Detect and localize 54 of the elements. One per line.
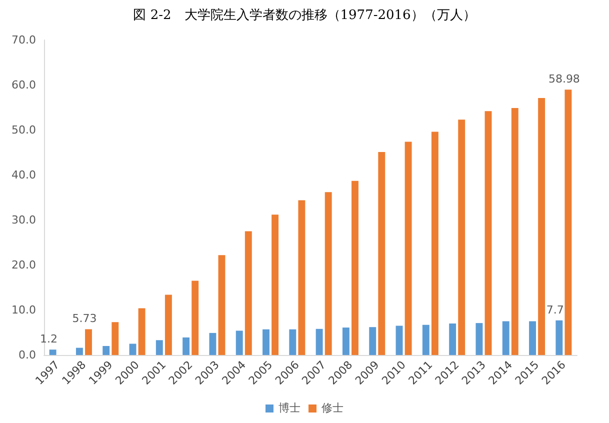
data-label: 5.73 [72, 312, 97, 326]
bar [556, 320, 563, 355]
bar [342, 328, 350, 355]
bar [138, 308, 146, 355]
bar [289, 329, 296, 355]
chart-title: 図 2-2 大学院生入学者数の推移（1977-2016）（万人） [133, 8, 476, 23]
bar [298, 200, 306, 355]
bar [129, 344, 136, 355]
bar [85, 329, 92, 355]
bar [378, 152, 386, 355]
bar [458, 120, 466, 355]
bar [352, 180, 358, 355]
bar [218, 255, 226, 355]
data-label: 58.98 [548, 72, 580, 86]
y-tick-label: 70.0 [12, 34, 36, 46]
bar [316, 328, 323, 355]
bar [102, 346, 110, 355]
bar [404, 142, 412, 355]
bar [431, 132, 438, 355]
bar [396, 326, 403, 355]
bar [369, 327, 376, 355]
y-tick-label: 60.0 [12, 78, 36, 92]
bar [236, 330, 243, 355]
bar [449, 324, 456, 355]
y-tick-label: 50.0 [12, 124, 36, 136]
y-tick-label: 40.0 [12, 168, 36, 182]
y-tick-label: 0.0 [18, 348, 36, 362]
bar [164, 294, 172, 355]
bar [192, 280, 199, 355]
bar [182, 337, 190, 355]
bar [529, 321, 536, 355]
bar [49, 350, 56, 355]
bar [324, 192, 332, 355]
bar [511, 108, 518, 355]
bar [538, 98, 546, 355]
bar [76, 348, 83, 355]
bar [484, 111, 492, 355]
legend-label: 修士 [322, 402, 344, 414]
y-tick-label: 20.0 [12, 258, 36, 272]
bar [476, 323, 483, 355]
bar [112, 322, 119, 355]
data-label: 1.2 [40, 332, 58, 346]
bar [272, 214, 279, 355]
bar [422, 324, 430, 355]
bar [564, 90, 572, 355]
bar [262, 329, 270, 355]
data-label: 7.7 [546, 303, 564, 316]
bar [209, 332, 216, 355]
y-tick-label: 10.0 [12, 304, 36, 316]
bar [156, 340, 163, 355]
bar [502, 321, 510, 355]
y-tick-label: 30.0 [12, 214, 36, 226]
legend-label: 博士 [278, 402, 300, 414]
bar [244, 231, 252, 355]
